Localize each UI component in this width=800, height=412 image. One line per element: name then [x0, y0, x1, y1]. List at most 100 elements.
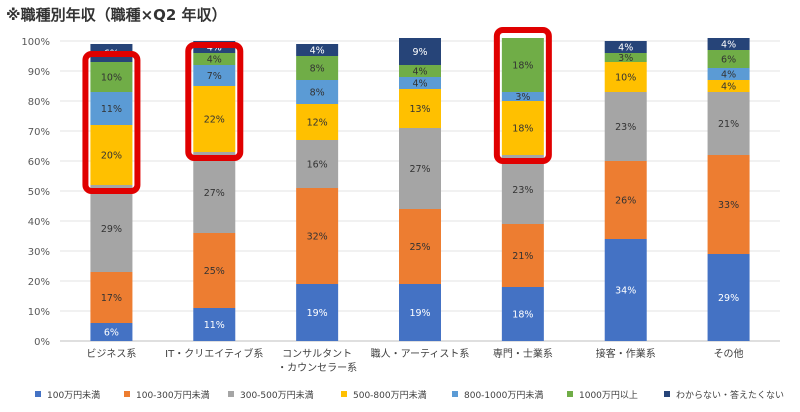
- x-category-label: その他: [714, 347, 744, 360]
- bar-segment: [193, 65, 236, 86]
- data-label: 8%: [310, 64, 325, 75]
- legend-swatch: [567, 391, 573, 397]
- bar-segment: [90, 92, 133, 125]
- bar-segment: [90, 272, 133, 323]
- bar-segment: [707, 155, 750, 254]
- x-category-label: コンサルタント: [282, 348, 352, 360]
- data-label: 18%: [512, 310, 533, 321]
- y-tick-label: 80%: [28, 97, 50, 108]
- bar-segment: [707, 38, 750, 50]
- legend-swatch: [124, 391, 130, 397]
- bar-segment: [707, 68, 750, 80]
- bar-segment: [707, 50, 750, 68]
- data-label: 3%: [515, 92, 530, 103]
- bar-segment: [707, 80, 750, 92]
- data-label: 21%: [718, 119, 739, 130]
- data-label: 4%: [618, 43, 633, 54]
- data-label: 23%: [615, 122, 636, 133]
- legend-swatch: [341, 391, 347, 397]
- x-category-label: 職人・アーティスト系: [371, 348, 470, 360]
- legend-label: 500-800万円未満: [353, 389, 427, 401]
- bar-segment: [399, 284, 441, 341]
- data-label: 7%: [207, 71, 222, 82]
- bar-segment: [296, 80, 339, 104]
- data-label: 4%: [721, 82, 736, 93]
- bar-segment: [501, 287, 544, 341]
- y-tick-label: 100%: [21, 37, 50, 48]
- bar-segment: [90, 62, 133, 92]
- bar-segment: [501, 101, 544, 155]
- data-label: 4%: [412, 67, 427, 78]
- data-label: 25%: [204, 266, 225, 277]
- bar-segment: [604, 161, 647, 239]
- legend-label: 300-500万円未満: [240, 389, 314, 401]
- legend-swatch: [35, 391, 41, 397]
- data-label: 34%: [615, 286, 636, 297]
- bar-segment: [399, 89, 441, 128]
- bar-segment: [90, 323, 133, 341]
- bar-segment: [193, 308, 236, 341]
- bar-segment: [399, 38, 441, 65]
- legend-label: 100万円未満: [47, 389, 100, 401]
- data-label: 6%: [104, 328, 119, 339]
- y-tick-label: 70%: [28, 127, 50, 138]
- data-label: 23%: [512, 185, 533, 196]
- data-label: 6%: [721, 55, 736, 66]
- data-label: 4%: [207, 55, 222, 66]
- data-label: 27%: [409, 164, 430, 175]
- data-label: 33%: [718, 200, 739, 211]
- data-label: 4%: [310, 46, 325, 57]
- y-tick-label: 30%: [28, 247, 50, 258]
- legend-label: 800-1000万円未満: [464, 389, 543, 401]
- data-label: 18%: [512, 124, 533, 135]
- data-label: 13%: [409, 104, 430, 115]
- data-label: 4%: [721, 70, 736, 81]
- y-tick-label: 40%: [28, 217, 50, 228]
- bar-segment: [296, 44, 339, 56]
- data-label: 29%: [718, 293, 739, 304]
- bar-segment: [296, 140, 339, 188]
- legend-swatch: [228, 391, 234, 397]
- bar-segment: [604, 239, 647, 341]
- highlight-box: [185, 42, 244, 161]
- bar-segment: [90, 185, 133, 272]
- bar-segment: [501, 155, 544, 224]
- data-label: 18%: [512, 61, 533, 72]
- data-label: 10%: [615, 73, 636, 84]
- bar-segment: [707, 254, 750, 341]
- data-label: 25%: [409, 242, 430, 253]
- data-label: 11%: [204, 320, 225, 331]
- bar-segment: [90, 125, 133, 185]
- chart-title: ※職種別年収（職種×Q2 年収）: [6, 6, 227, 24]
- data-label: 20%: [101, 151, 122, 162]
- bar-segment: [193, 233, 236, 308]
- data-label: 17%: [101, 293, 122, 304]
- bar-segment: [296, 284, 339, 341]
- y-tick-label: 0%: [34, 337, 50, 348]
- legend-label: 100-300万円未満: [136, 389, 210, 401]
- bar-segment: [193, 86, 236, 152]
- data-label: 10%: [101, 73, 122, 84]
- data-label: 9%: [412, 47, 427, 58]
- bar-segment: [399, 65, 441, 77]
- data-label: 3%: [618, 53, 633, 64]
- y-tick-label: 20%: [28, 277, 50, 288]
- data-label: 19%: [307, 308, 328, 319]
- bar-segment: [193, 53, 236, 65]
- data-label: 21%: [512, 251, 533, 262]
- bar-segment: [501, 38, 544, 92]
- x-category-label: ・カウンセラー系: [277, 362, 357, 374]
- data-label: 27%: [204, 188, 225, 199]
- bar-segment: [604, 53, 647, 62]
- data-label: 4%: [412, 79, 427, 90]
- x-category-label: IT・クリエイティブ系: [165, 347, 263, 360]
- bar-segment: [296, 188, 339, 284]
- bar-segment: [604, 41, 647, 53]
- data-label: 19%: [409, 308, 430, 319]
- data-label: 16%: [307, 160, 328, 171]
- y-tick-label: 10%: [28, 307, 50, 318]
- data-label: 4%: [721, 40, 736, 51]
- bar-segment: [296, 56, 339, 80]
- x-category-label: 接客・作業系: [596, 347, 656, 360]
